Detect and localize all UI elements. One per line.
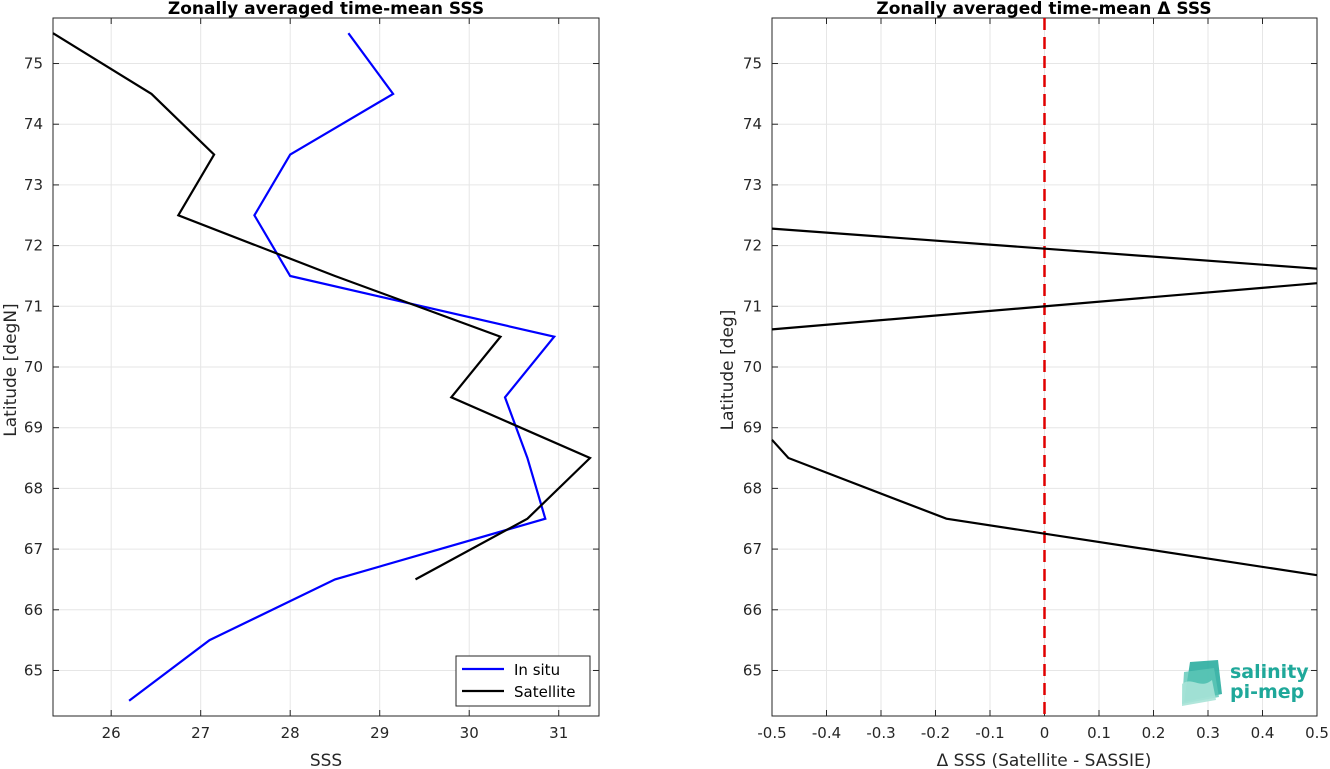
right-y-tick-label: 70 xyxy=(743,358,762,376)
right-y-tick-label: 68 xyxy=(743,479,762,497)
right-x-tick-label: 0.2 xyxy=(1142,724,1166,742)
right-x-tick-label: 0.3 xyxy=(1196,724,1220,742)
right-series-line-delta-segment-2 xyxy=(771,282,1318,331)
right-x-tick-label: 0 xyxy=(1040,724,1050,742)
left-x-tick-label: 30 xyxy=(460,724,479,742)
left-y-tick-label: 71 xyxy=(24,297,43,315)
legend-label-in-situ: In situ xyxy=(514,661,560,679)
right-panel: -0.5 -0.4 -0.3 -0.2 -0.1 0 0.1 0.2 0.3 0.4 0.5 656… xyxy=(718,0,1329,769)
left-x-tick-label: 29 xyxy=(370,724,389,742)
right-xticks: -0.5 -0.4 -0.3 -0.2 -0.1 0 0.1 0.2 0.3 0.4 0.5 xyxy=(757,18,1329,742)
left-y-tick-label: 65 xyxy=(24,661,43,679)
left-yticks: 65 66 67 68 69 70 71 72 73 74 75 xyxy=(24,55,599,679)
left-panel: 26 27 28 29 30 31 65 66 67 68 69 70 71 72 73 74 75 Zona… xyxy=(1,0,600,769)
left-y-tick-label: 70 xyxy=(24,358,43,376)
left-y-tick-label: 73 xyxy=(24,176,43,194)
right-y-tick-label: 65 xyxy=(743,661,762,679)
left-x-tick-label: 27 xyxy=(191,724,210,742)
salinity-pi-mep-logo: salinity pi-mep xyxy=(1182,660,1309,706)
left-series-line-satellite xyxy=(52,32,592,581)
right-y-tick-label: 72 xyxy=(743,237,762,255)
right-series xyxy=(771,227,1318,577)
left-y-tick-label: 74 xyxy=(24,115,43,133)
right-x-tick-label: -0.5 xyxy=(757,724,786,742)
right-y-tick-label: 75 xyxy=(743,55,762,73)
left-x-axis-label: SSS xyxy=(310,751,342,769)
left-grid xyxy=(53,18,599,716)
logo-waves-icon xyxy=(1182,660,1222,706)
right-y-tick-label: 74 xyxy=(743,115,762,133)
right-series-line-delta-segment-3 xyxy=(771,227,1318,270)
left-x-tick-label: 28 xyxy=(281,724,300,742)
left-y-tick-label: 69 xyxy=(24,419,43,437)
legend-label-satellite: Satellite xyxy=(514,683,575,701)
logo-text-salinity: salinity xyxy=(1230,661,1309,683)
left-xticks: 26 27 28 29 30 31 xyxy=(102,18,568,742)
left-y-tick-label: 66 xyxy=(24,601,43,619)
right-x-tick-label: 0.1 xyxy=(1087,724,1111,742)
right-x-tick-label: -0.4 xyxy=(812,724,841,742)
logo-text-pi-mep: pi-mep xyxy=(1230,681,1304,703)
left-x-tick-label: 31 xyxy=(549,724,568,742)
right-x-axis-label: Δ SSS (Satellite - SASSIE) xyxy=(937,751,1152,769)
legend-box xyxy=(455,655,591,707)
right-y-tick-label: 66 xyxy=(743,601,762,619)
right-yticks: 65 66 67 68 69 70 71 72 73 74 75 xyxy=(743,55,1317,679)
left-y-tick-label: 67 xyxy=(24,540,43,558)
right-x-tick-label: 0.4 xyxy=(1251,724,1275,742)
right-series-line-delta-segment-1 xyxy=(771,439,1318,577)
left-series xyxy=(52,32,592,702)
right-x-tick-label: -0.2 xyxy=(921,724,950,742)
left-x-tick-label: 26 xyxy=(102,724,121,742)
legend: In situ Satellite xyxy=(455,655,591,707)
right-y-tick-label: 73 xyxy=(743,176,762,194)
left-y-tick-label: 72 xyxy=(24,237,43,255)
right-chart-title: Zonally averaged time-mean Δ SSS xyxy=(876,0,1211,19)
right-x-tick-label: -0.3 xyxy=(866,724,895,742)
left-y-tick-label: 75 xyxy=(24,55,43,73)
left-y-axis-label: Latitude [degN] xyxy=(1,303,21,436)
left-series-line-in-situ xyxy=(128,32,557,702)
left-chart-title: Zonally averaged time-mean SSS xyxy=(168,0,484,19)
right-y-axis-label: Latitude [deg] xyxy=(718,310,738,431)
right-y-tick-label: 67 xyxy=(743,540,762,558)
right-y-tick-label: 71 xyxy=(743,297,762,315)
left-y-tick-label: 68 xyxy=(24,479,43,497)
right-y-tick-label: 69 xyxy=(743,419,762,437)
right-x-tick-label: 0.5 xyxy=(1305,724,1329,742)
right-x-tick-label: -0.1 xyxy=(975,724,1004,742)
